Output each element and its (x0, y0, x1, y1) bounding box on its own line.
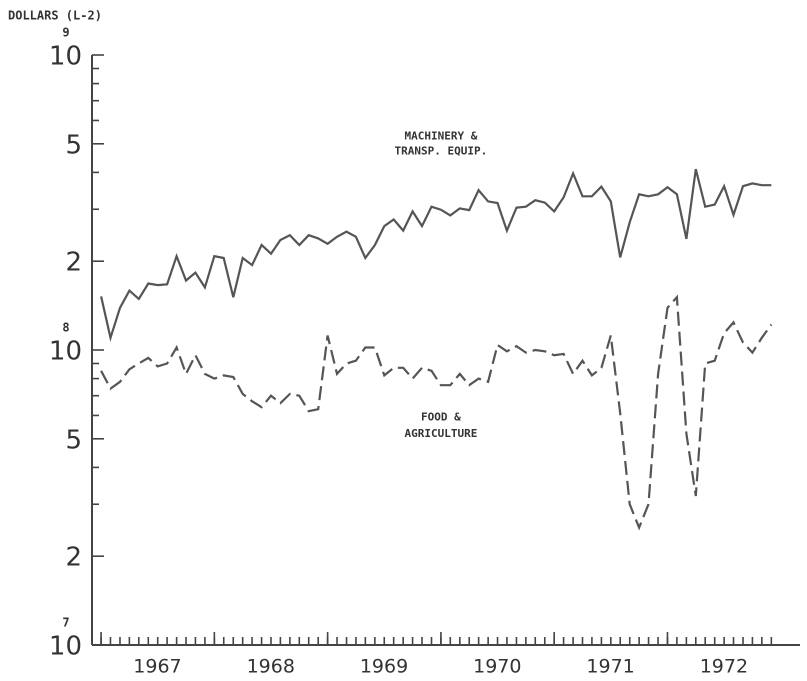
y-tick-exponent: 8 (62, 321, 69, 335)
series-line (100, 168, 772, 342)
x-tick-label: 1967 (133, 656, 181, 678)
x-tick-label: 1971 (586, 656, 634, 678)
y-tick-label: 5 (65, 425, 82, 455)
y-axis-label: DOLLARS (L-2) (8, 9, 102, 23)
x-tick-label: 1968 (247, 656, 295, 678)
y-tick-label: 10 (49, 337, 82, 367)
x-tick-label: 1969 (360, 656, 408, 678)
annotation: AGRICULTURE (404, 427, 477, 440)
y-tick-label: 5 (65, 130, 82, 160)
y-tick-exponent: 9 (62, 26, 69, 40)
x-tick-label: 1972 (700, 656, 748, 678)
annotation: MACHINERY & (404, 129, 477, 142)
y-tick-label: 10 (49, 632, 82, 662)
y-tick-label: 2 (65, 248, 82, 278)
y-tick-exponent: 7 (62, 616, 69, 630)
y-tick-label: 2 (65, 543, 82, 573)
annotation: FOOD & (421, 411, 461, 424)
series-line (100, 294, 773, 531)
annotation: TRANSP. EQUIP. (395, 145, 488, 158)
x-tick-label: 1970 (473, 656, 521, 678)
y-tick-label: 10 (49, 42, 82, 72)
